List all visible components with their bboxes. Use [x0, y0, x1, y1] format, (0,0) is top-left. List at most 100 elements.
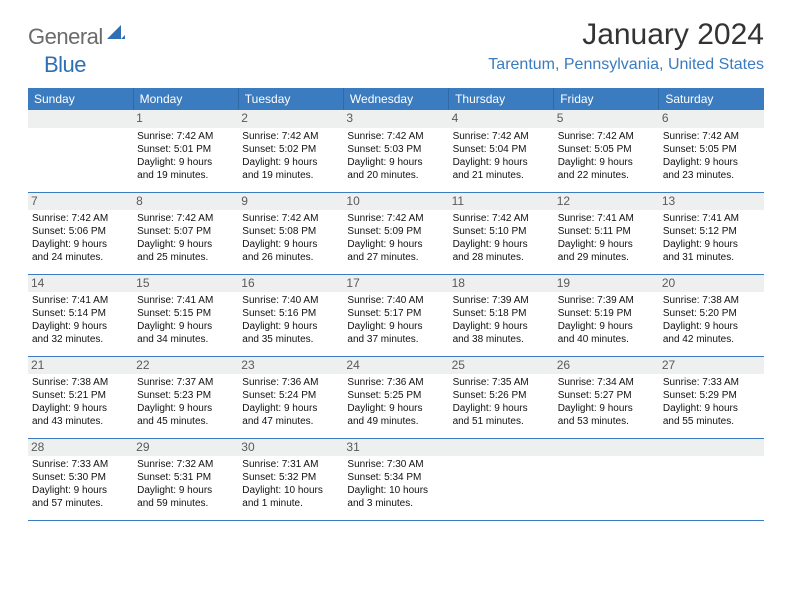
day-detail-line: Sunset: 5:14 PM — [32, 307, 129, 320]
day-detail-line: and 25 minutes. — [137, 251, 234, 264]
day-number: 4 — [449, 110, 554, 128]
day-detail-line: Sunset: 5:02 PM — [242, 143, 339, 156]
calendar-day-cell: 20Sunrise: 7:38 AMSunset: 5:20 PMDayligh… — [659, 274, 764, 356]
day-detail-line: Daylight: 9 hours — [663, 156, 760, 169]
calendar-day-cell: 25Sunrise: 7:35 AMSunset: 5:26 PMDayligh… — [449, 356, 554, 438]
day-detail-line: Sunset: 5:34 PM — [347, 471, 444, 484]
calendar-day-cell: 30Sunrise: 7:31 AMSunset: 5:32 PMDayligh… — [238, 438, 343, 520]
day-number: 26 — [554, 357, 659, 375]
day-detail-line: and 27 minutes. — [347, 251, 444, 264]
day-detail-line: Sunrise: 7:42 AM — [558, 130, 655, 143]
calendar-day-cell: 31Sunrise: 7:30 AMSunset: 5:34 PMDayligh… — [343, 438, 448, 520]
day-detail-line: and 3 minutes. — [347, 497, 444, 510]
day-detail-line: and 47 minutes. — [242, 415, 339, 428]
calendar-day-cell: 12Sunrise: 7:41 AMSunset: 5:11 PMDayligh… — [554, 192, 659, 274]
day-detail-line: Daylight: 9 hours — [663, 238, 760, 251]
day-detail-line: Daylight: 9 hours — [137, 320, 234, 333]
day-number: 28 — [28, 439, 133, 457]
day-detail-line: and 19 minutes. — [137, 169, 234, 182]
day-detail-line: Daylight: 9 hours — [137, 484, 234, 497]
day-detail-line: Sunset: 5:24 PM — [242, 389, 339, 402]
day-detail-line: Sunset: 5:11 PM — [558, 225, 655, 238]
day-detail-line: Sunrise: 7:40 AM — [242, 294, 339, 307]
day-detail-line: and 32 minutes. — [32, 333, 129, 346]
day-detail-line: Daylight: 9 hours — [453, 320, 550, 333]
day-detail-line: Daylight: 9 hours — [32, 238, 129, 251]
day-number: 13 — [659, 193, 764, 211]
calendar-day-cell: 19Sunrise: 7:39 AMSunset: 5:19 PMDayligh… — [554, 274, 659, 356]
calendar-day-cell: 22Sunrise: 7:37 AMSunset: 5:23 PMDayligh… — [133, 356, 238, 438]
calendar-day-cell: 1Sunrise: 7:42 AMSunset: 5:01 PMDaylight… — [133, 110, 238, 192]
day-detail-line: and 21 minutes. — [453, 169, 550, 182]
day-detail-line: and 22 minutes. — [558, 169, 655, 182]
day-number: 19 — [554, 275, 659, 293]
day-detail-line: Sunset: 5:09 PM — [347, 225, 444, 238]
day-detail-line: Daylight: 9 hours — [137, 156, 234, 169]
day-detail-line: Sunset: 5:16 PM — [242, 307, 339, 320]
calendar-day-cell: 11Sunrise: 7:42 AMSunset: 5:10 PMDayligh… — [449, 192, 554, 274]
day-detail-line: and 40 minutes. — [558, 333, 655, 346]
calendar-day-cell — [659, 438, 764, 520]
day-detail-line: and 35 minutes. — [242, 333, 339, 346]
day-detail-line: Sunset: 5:12 PM — [663, 225, 760, 238]
day-detail-line: Sunset: 5:30 PM — [32, 471, 129, 484]
day-number: 20 — [659, 275, 764, 293]
logo: General — [28, 24, 127, 50]
calendar-day-cell: 18Sunrise: 7:39 AMSunset: 5:18 PMDayligh… — [449, 274, 554, 356]
day-detail-line: and 53 minutes. — [558, 415, 655, 428]
day-number: 8 — [133, 193, 238, 211]
day-detail-line: and 59 minutes. — [137, 497, 234, 510]
weekday-header: Wednesday — [343, 88, 448, 110]
day-detail-line: Daylight: 9 hours — [242, 320, 339, 333]
day-detail-line: Sunset: 5:06 PM — [32, 225, 129, 238]
calendar-day-cell: 13Sunrise: 7:41 AMSunset: 5:12 PMDayligh… — [659, 192, 764, 274]
day-number: 7 — [28, 193, 133, 211]
day-detail-line: Daylight: 9 hours — [242, 238, 339, 251]
day-detail-line: Sunset: 5:23 PM — [137, 389, 234, 402]
day-detail-line: and 57 minutes. — [32, 497, 129, 510]
calendar-day-cell: 15Sunrise: 7:41 AMSunset: 5:15 PMDayligh… — [133, 274, 238, 356]
day-detail-line: Sunrise: 7:42 AM — [347, 130, 444, 143]
day-detail-line: and 19 minutes. — [242, 169, 339, 182]
day-number: 6 — [659, 110, 764, 128]
day-detail-line: Daylight: 9 hours — [32, 320, 129, 333]
day-detail-line: Sunrise: 7:42 AM — [137, 212, 234, 225]
day-detail-line: Sunrise: 7:42 AM — [453, 212, 550, 225]
day-detail-line: Sunset: 5:05 PM — [558, 143, 655, 156]
calendar-day-cell: 27Sunrise: 7:33 AMSunset: 5:29 PMDayligh… — [659, 356, 764, 438]
day-number: 11 — [449, 193, 554, 211]
day-detail-line: Daylight: 9 hours — [32, 402, 129, 415]
day-detail-line: Sunset: 5:19 PM — [558, 307, 655, 320]
day-number: 2 — [238, 110, 343, 128]
day-detail-line: Sunrise: 7:33 AM — [663, 376, 760, 389]
calendar-day-cell: 23Sunrise: 7:36 AMSunset: 5:24 PMDayligh… — [238, 356, 343, 438]
day-detail-line: Daylight: 9 hours — [453, 156, 550, 169]
day-number-empty — [28, 110, 133, 128]
day-detail-line: Sunset: 5:31 PM — [137, 471, 234, 484]
day-number: 16 — [238, 275, 343, 293]
day-number: 5 — [554, 110, 659, 128]
logo-sail-icon — [107, 25, 125, 44]
day-detail-line: and 28 minutes. — [453, 251, 550, 264]
day-detail-line: and 38 minutes. — [453, 333, 550, 346]
day-detail-line: Daylight: 9 hours — [137, 238, 234, 251]
weekday-header: Saturday — [659, 88, 764, 110]
day-number: 9 — [238, 193, 343, 211]
day-detail-line: Daylight: 9 hours — [453, 238, 550, 251]
calendar-day-cell: 21Sunrise: 7:38 AMSunset: 5:21 PMDayligh… — [28, 356, 133, 438]
day-detail-line: Sunset: 5:07 PM — [137, 225, 234, 238]
day-detail-line: Sunset: 5:15 PM — [137, 307, 234, 320]
calendar-day-cell: 9Sunrise: 7:42 AMSunset: 5:08 PMDaylight… — [238, 192, 343, 274]
calendar-day-cell: 16Sunrise: 7:40 AMSunset: 5:16 PMDayligh… — [238, 274, 343, 356]
day-detail-line: Sunrise: 7:42 AM — [663, 130, 760, 143]
day-detail-line: and 37 minutes. — [347, 333, 444, 346]
calendar-day-cell: 29Sunrise: 7:32 AMSunset: 5:31 PMDayligh… — [133, 438, 238, 520]
calendar-day-cell: 17Sunrise: 7:40 AMSunset: 5:17 PMDayligh… — [343, 274, 448, 356]
calendar-day-cell: 4Sunrise: 7:42 AMSunset: 5:04 PMDaylight… — [449, 110, 554, 192]
day-number: 21 — [28, 357, 133, 375]
day-detail-line: and 45 minutes. — [137, 415, 234, 428]
day-number: 31 — [343, 439, 448, 457]
day-detail-line: and 34 minutes. — [137, 333, 234, 346]
day-detail-line: and 26 minutes. — [242, 251, 339, 264]
calendar-day-cell: 6Sunrise: 7:42 AMSunset: 5:05 PMDaylight… — [659, 110, 764, 192]
